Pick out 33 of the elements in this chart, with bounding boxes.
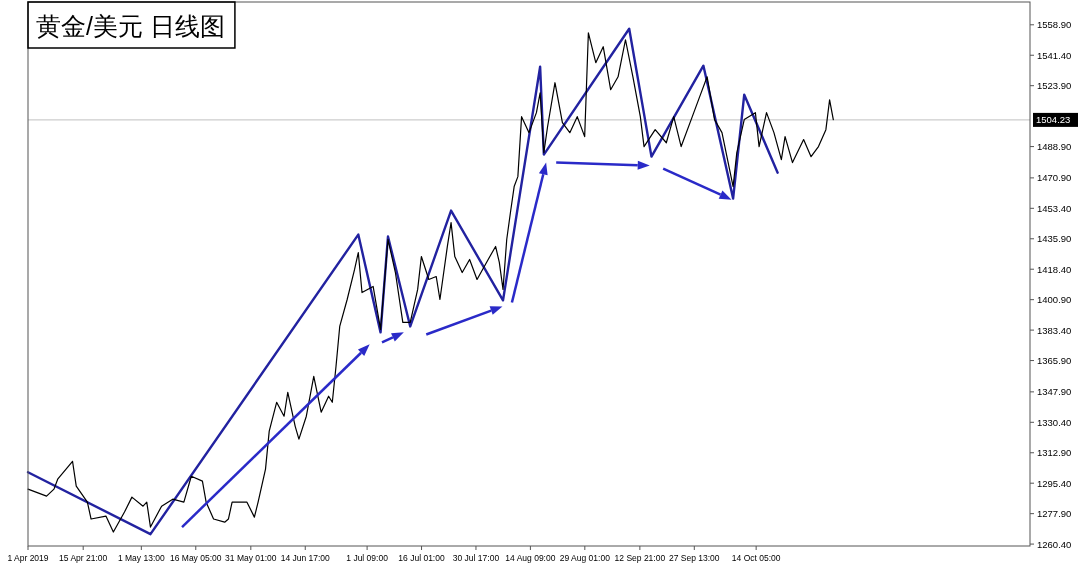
x-tick-label: 27 Sep 13:00 [669, 553, 720, 563]
x-tick-label: 14 Jun 17:00 [280, 553, 331, 563]
x-tick-label: 16 Jul 01:00 [398, 553, 445, 563]
y-tick-label: 1312.90 [1037, 447, 1072, 459]
chart-title: 黄金/美元 日线图 [36, 12, 225, 40]
x-tick-label: 15 Apr 21:00 [59, 553, 108, 563]
y-tick-label: 1470.90 [1037, 172, 1072, 184]
y-tick-label: 1435.90 [1037, 233, 1072, 245]
x-tick-label: 29 Aug 01:00 [559, 553, 611, 563]
x-tick-label: 16 May 05:00 [170, 553, 222, 563]
y-tick-label: 1330.40 [1037, 416, 1072, 428]
x-tick-label: 1 Apr 2019 [7, 553, 49, 563]
y-tick-label: 1260.40 [1037, 538, 1072, 550]
y-tick-label: 1523.90 [1037, 80, 1072, 92]
x-tick-label: 14 Aug 09:00 [505, 553, 556, 563]
x-tick-label: 1 May 13:00 [117, 553, 165, 563]
y-tick-label: 1453.40 [1037, 202, 1072, 214]
y-tick-label: 1365.90 [1037, 355, 1072, 367]
x-tick-label: 14 Oct 05:00 [731, 553, 781, 563]
y-tick-label: 1347.90 [1037, 386, 1072, 398]
y-tick-label: 1418.40 [1037, 263, 1072, 275]
x-tick-label: 12 Sep 21:00 [614, 553, 666, 563]
y-tick-label: 1488.90 [1037, 141, 1072, 153]
y-tick-label: 1541.40 [1037, 49, 1072, 61]
x-tick-label: 1 Jul 09:00 [346, 553, 389, 563]
y-tick-label: 1295.40 [1037, 477, 1072, 489]
x-tick-label: 31 May 01:00 [225, 553, 277, 563]
y-tick-label: 1277.90 [1037, 508, 1072, 520]
x-tick-label: 30 Jul 17:00 [452, 553, 500, 563]
y-tick-label: 1383.40 [1037, 324, 1072, 336]
y-tick-label: 1558.90 [1037, 19, 1072, 31]
y-tick-label: 1400.90 [1037, 294, 1072, 306]
ref-line-label: 1504.23 [1036, 114, 1071, 126]
